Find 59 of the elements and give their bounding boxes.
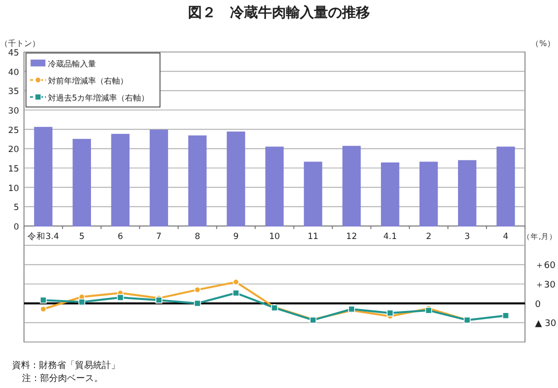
bar — [304, 162, 322, 226]
point — [155, 296, 162, 304]
y-tick-label: 40 — [8, 68, 19, 78]
y2-tick-label: ＋30 — [535, 280, 556, 290]
chart-title: 図２ 冷蔵牛肉輸入量の推移 — [188, 5, 370, 21]
x-tick-label: 5 — [79, 232, 85, 242]
x-tick-label: 令和3.4 — [28, 231, 60, 242]
text: 注：部分肉ベース。 — [22, 373, 103, 384]
point — [194, 286, 201, 293]
y-tick-label: 25 — [8, 126, 19, 136]
y-tick-label: 10 — [8, 184, 19, 194]
point — [116, 294, 124, 301]
bar — [72, 138, 91, 226]
point — [232, 278, 240, 286]
bar — [111, 134, 130, 226]
y-axis-title: （千トン） — [0, 39, 40, 48]
bar — [496, 146, 515, 226]
bar — [226, 132, 246, 226]
point — [502, 312, 510, 319]
legend-label: 対前年増減率（右軸） — [48, 76, 128, 86]
bar — [419, 162, 438, 226]
bar — [265, 146, 284, 226]
point — [386, 310, 394, 316]
y2-tick-label: ▲ 30 — [535, 319, 557, 330]
x-tick-label: 7 — [156, 232, 162, 242]
x-tick-label: 4.1 — [383, 232, 397, 242]
bar — [380, 162, 400, 226]
x-tick-label: 8 — [194, 232, 200, 242]
bar — [150, 130, 168, 226]
x-tick-label: 11 — [308, 232, 318, 242]
bar — [458, 160, 476, 226]
y-tick-label: 15 — [8, 164, 19, 174]
bar — [342, 146, 361, 226]
legend-label: 対過去5カ年増減率（右軸） — [48, 94, 150, 102]
y-tick-label: 20 — [8, 145, 19, 156]
x-tick-label: 12 — [346, 232, 357, 242]
x-tick-label: 10 — [269, 232, 280, 242]
point — [40, 296, 47, 304]
text: 資料：財務省「貿易統計」 — [12, 360, 120, 371]
y-tick-label: 45 — [8, 48, 19, 58]
x-tick-label: 9 — [233, 232, 239, 242]
y2-tick-label: 0 — [535, 300, 541, 310]
point — [232, 290, 240, 296]
x-tick-label: 3 — [464, 232, 470, 242]
x-tick-label: 2 — [426, 232, 432, 242]
bar — [188, 135, 207, 226]
point — [194, 300, 201, 307]
x-tick-label: 4 — [503, 232, 508, 242]
y-tick-label: 0 — [14, 222, 19, 232]
y-tick-label: 30 — [8, 106, 19, 116]
y-tick-label: 35 — [8, 87, 19, 98]
y-tick-label: 5 — [14, 203, 19, 214]
bar — [34, 126, 52, 226]
y2-tick-label: ＋60 — [535, 261, 556, 272]
legend-label: 冷蔵品輸入量 — [48, 60, 96, 68]
point — [40, 306, 46, 312]
point — [78, 298, 86, 306]
x-tick-label: 6 — [118, 232, 124, 242]
y2-axis-title: （%） — [531, 39, 555, 48]
